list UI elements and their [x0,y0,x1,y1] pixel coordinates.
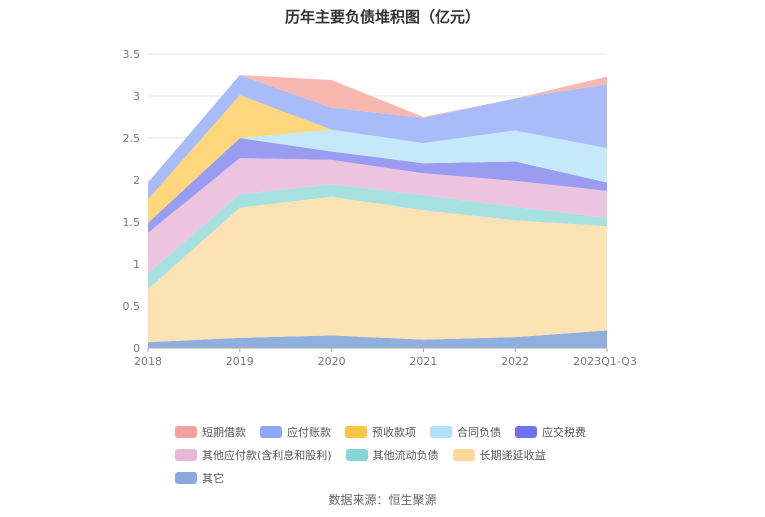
x-tick-label: 2021 [409,355,437,368]
legend-swatch [452,449,475,461]
legend-swatch [260,426,282,438]
legend-item[interactable]: 应付账款 [260,424,331,440]
legend-item[interactable]: 其它 [175,470,224,486]
area-series-8 [148,75,607,200]
legend-label: 合同负债 [457,426,501,439]
legend-swatch [515,426,537,438]
legend-label: 应交税费 [542,426,586,439]
legend-item[interactable]: 应交税费 [515,424,586,440]
area-series-6 [148,129,607,223]
legend-swatch [345,449,368,461]
x-tick-label: 2023Q1-Q3 [573,355,637,368]
y-tick-label: 1.5 [123,216,141,229]
axes: 0 0.5 1 1.5 2 2.5 3 3.5 2018 2019 2020 2021 2022 2023… [123,48,637,368]
legend-item[interactable]: 合同负债 [430,424,501,440]
legend-label: 其他应付款(含利息和股利) [202,449,332,462]
legend-label: 应付账款 [287,426,331,439]
y-tick-label: 3 [133,90,140,103]
legend-label: 其它 [202,472,224,485]
legend-swatch [430,426,452,438]
legend-swatch [175,449,197,461]
x-tick-label: 2019 [226,355,254,368]
x-tick-label: 2020 [318,355,346,368]
legend-item[interactable]: 其他流动负债 [345,447,439,463]
y-tick-label: 1 [133,258,140,271]
legend-item[interactable]: 预收款项 [345,424,416,440]
x-tick-label: 2022 [501,355,529,368]
area-series-1 [148,330,607,348]
y-tick-label: 0.5 [123,300,141,313]
legend-item[interactable]: 短期借款 [175,424,246,440]
legend-swatch [175,426,197,438]
area-series-7 [148,95,607,223]
y-tick-label: 3.5 [123,48,141,61]
legend: 短期借款 应付账款 预收款项 合同负债 应交税费 其他应付款(含利息和股利) 其他流动负债… [175,424,615,493]
chart-title: 历年主要负债堆积图（亿元） [284,8,480,26]
y-tick-label: 2.5 [123,132,141,145]
legend-row-2: 其他应付款(含利息和股利) 其他流动负债 长期递延收益其它 [175,447,615,493]
legend-label: 预收款项 [372,426,416,439]
legend-row-1: 短期借款 应付账款 预收款项 合同负债 应交税费 [175,424,615,447]
area-series-4 [148,158,607,274]
legend-label: 长期递延收益 [479,449,546,462]
legend-item[interactable]: 其他应付款(含利息和股利) [175,447,332,463]
y-tick-label: 2 [133,174,140,187]
area-series-2 [148,196,607,343]
data-source: 数据来源：恒生聚源 [328,493,437,507]
y-tick-label: 0 [133,342,140,355]
legend-label: 短期借款 [202,426,246,439]
legend-item[interactable]: 长期递延收益 [452,447,546,463]
area-series-3 [148,184,607,290]
legend-swatch [175,472,197,484]
legend-label: 其他流动负债 [372,449,439,462]
legend-swatch [345,426,367,438]
x-tick-label: 2018 [134,355,162,368]
stacked-area-chart: 0 0.5 1 1.5 2 2.5 3 3.5 2018 2019 2020 2021 2022 2023… [123,48,637,368]
area-series [148,75,607,348]
